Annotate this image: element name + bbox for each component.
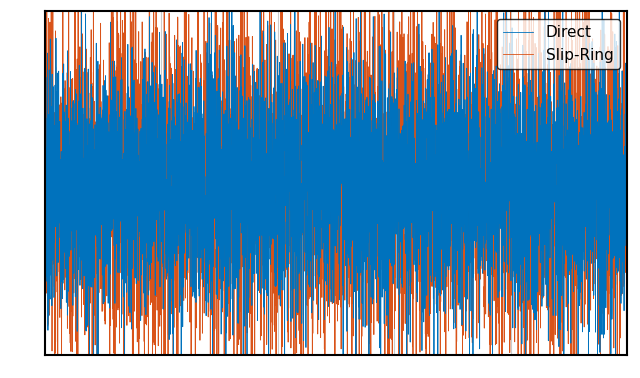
Legend: Direct, Slip-Ring: Direct, Slip-Ring (497, 19, 620, 69)
Slip-Ring (390, 282, 398, 287)
Direct (264, 178, 271, 183)
Direct (420, 191, 428, 195)
Slip-Ring (520, 325, 527, 330)
Slip-Ring (623, 120, 631, 124)
Slip-Ring (476, 228, 483, 232)
Direct (623, 234, 631, 239)
Direct (41, 73, 49, 77)
Slip-Ring (264, 144, 271, 149)
Slip-Ring (420, 237, 428, 241)
Direct (390, 170, 398, 175)
Direct (476, 166, 483, 170)
Slip-Ring (147, 108, 154, 113)
Slip-Ring (41, 243, 49, 248)
Line: Direct: Direct (45, 0, 627, 378)
Direct (147, 277, 154, 281)
Direct (520, 218, 527, 222)
Line: Slip-Ring: Slip-Ring (45, 0, 627, 378)
